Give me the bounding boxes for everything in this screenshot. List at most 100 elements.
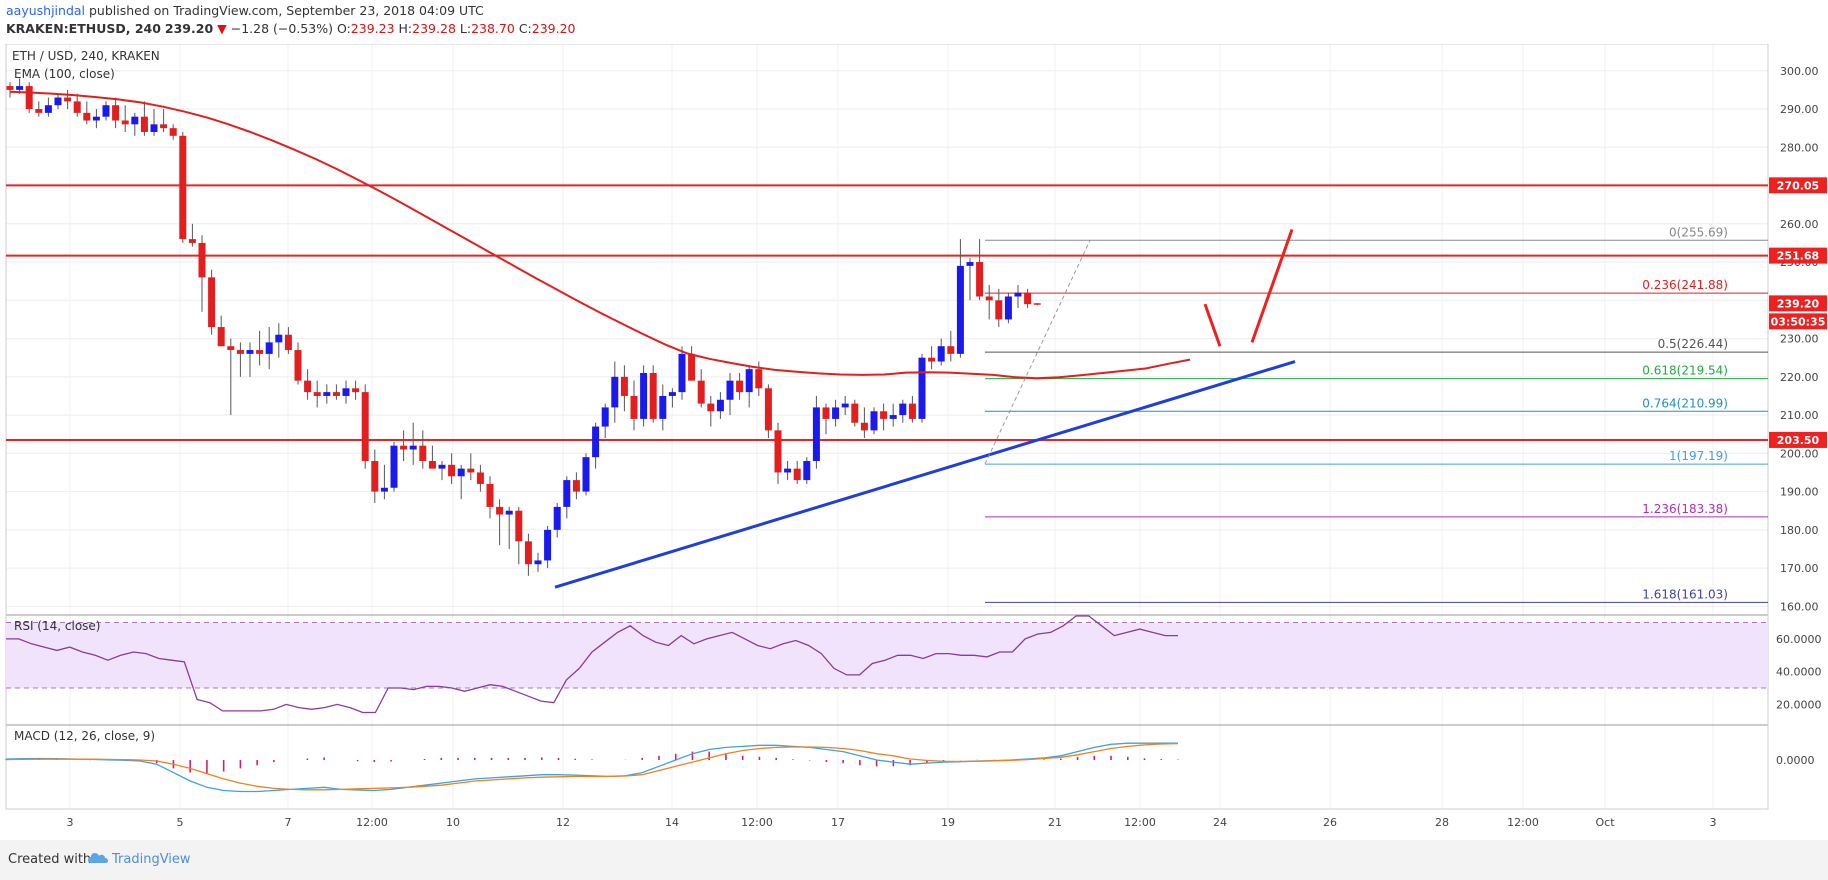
candle-up [390, 445, 398, 488]
plot-frame [5, 43, 1769, 810]
x-axis-tick: 24 [1213, 816, 1227, 829]
x-axis-tick: 19 [941, 816, 955, 829]
price-axis-tick: 280.00 [1780, 141, 1819, 154]
candle-up [553, 506, 561, 530]
author-link[interactable]: aayushjindal [6, 3, 86, 18]
candle-up [409, 445, 417, 450]
candle-down [227, 346, 235, 351]
candle-down [236, 350, 244, 354]
open-value: 239.23 [350, 21, 395, 36]
candle-up [841, 403, 849, 408]
candle-down [572, 480, 580, 492]
price-axis-tick: 190.00 [1780, 486, 1819, 499]
candle-up [131, 116, 139, 125]
candle-down [140, 116, 148, 132]
candle-up [956, 265, 964, 354]
price-axis-tick: 230.00 [1780, 333, 1819, 346]
header: aayushjindal published on TradingView.co… [0, 0, 1828, 44]
tradingview-brand: TradingView [112, 852, 191, 867]
candle-up [745, 369, 753, 393]
close-label: C: [518, 21, 532, 36]
candle-up [246, 350, 254, 354]
candle-down [995, 300, 1003, 320]
candle-down [208, 277, 216, 328]
ema-line [9, 90, 1191, 380]
candle-up [937, 346, 945, 362]
candle-up [102, 105, 110, 117]
candle-down [313, 392, 321, 396]
candle-up [601, 407, 609, 427]
resistance-price-label: 251.68 [1777, 250, 1819, 263]
candle-down [304, 380, 312, 393]
candle-up [150, 124, 158, 132]
countdown-label: 03:50:35 [1771, 315, 1826, 328]
candle-down [25, 86, 33, 110]
x-axis-tick: 12:00 [1507, 816, 1539, 829]
fib-anchor-line [984, 240, 1091, 465]
projection-up [1250, 229, 1294, 343]
candle-up [505, 510, 513, 515]
fib-level-label: 0.764(210.99) [1642, 396, 1728, 410]
chart-area[interactable]: 300.00290.00280.00270.00260.00250.00240.… [0, 43, 1828, 840]
price-axis-tick: 160.00 [1780, 600, 1819, 613]
fib-level-label: 1.618(161.03) [1642, 587, 1728, 601]
candle-up [54, 97, 62, 106]
resistance-price-tag [1769, 247, 1827, 264]
cloud-icon [88, 853, 108, 863]
candle-up [678, 353, 686, 393]
price-axis-tick: 170.00 [1780, 562, 1819, 575]
x-axis-tick: 12:00 [1124, 816, 1156, 829]
fib-level-label: 0(255.69) [1669, 225, 1728, 239]
high-label: H: [398, 21, 413, 36]
candle-down [160, 124, 168, 129]
candle-down [428, 460, 436, 469]
candle-down [928, 357, 936, 362]
high-value: 239.28 [412, 21, 456, 36]
x-axis-tick: 26 [1323, 816, 1337, 829]
candle-up [889, 415, 897, 419]
candle-down [620, 376, 628, 396]
candle-down [169, 128, 177, 136]
fib-level-label: 0.5(226.44) [1658, 337, 1728, 351]
candle-up [592, 426, 600, 458]
resistance-price-tag [1769, 431, 1827, 448]
candle-down [112, 105, 120, 121]
candle-up [380, 487, 388, 492]
candle-up [265, 342, 273, 354]
candle-down [515, 510, 523, 542]
candle-up [323, 392, 331, 396]
price-axis-tick: 290.00 [1780, 103, 1819, 116]
tradingview-logo[interactable]: TradingView [88, 852, 191, 867]
candle-down [371, 460, 379, 492]
chart-svg[interactable]: 300.00290.00280.00270.00260.00250.00240.… [0, 43, 1828, 840]
candle-up [275, 334, 283, 343]
candle-down [764, 388, 772, 431]
price-axis-tick: 180.00 [1780, 524, 1819, 537]
open-label: O: [336, 21, 351, 36]
candle-down [1033, 303, 1041, 305]
candle-up [16, 86, 24, 90]
candle-down [73, 101, 81, 113]
created-with-text: Created with [8, 852, 92, 867]
candle-up [1004, 296, 1012, 320]
resistance-price-tag [1769, 177, 1827, 194]
candle-up [1014, 292, 1022, 297]
macd-axis-tick: 0.0000 [1776, 754, 1815, 767]
fib-level-label: 1.236(183.38) [1642, 502, 1728, 516]
candle-down [256, 350, 264, 354]
footer: Created with TradingView [0, 840, 1828, 880]
candle-down [524, 541, 532, 565]
quote-line: KRAKEN:ETHUSD, 240 239.20 ▼ −1.28 (−0.53… [6, 21, 576, 36]
low-label: L: [459, 21, 472, 36]
last-price-label: 239.20 [1777, 297, 1820, 310]
fib-level-label: 0.618(219.54) [1642, 364, 1728, 378]
candle-down [649, 372, 657, 419]
candle-down [976, 262, 984, 297]
resistance-price-label: 203.50 [1777, 434, 1820, 447]
rsi-axis-tick: 60.0000 [1776, 633, 1822, 646]
candle-up [611, 376, 619, 408]
candle-up [640, 372, 648, 419]
publish-line: aayushjindal published on TradingView.co… [6, 3, 484, 18]
candle-down [630, 395, 638, 419]
candle-down [880, 411, 888, 419]
